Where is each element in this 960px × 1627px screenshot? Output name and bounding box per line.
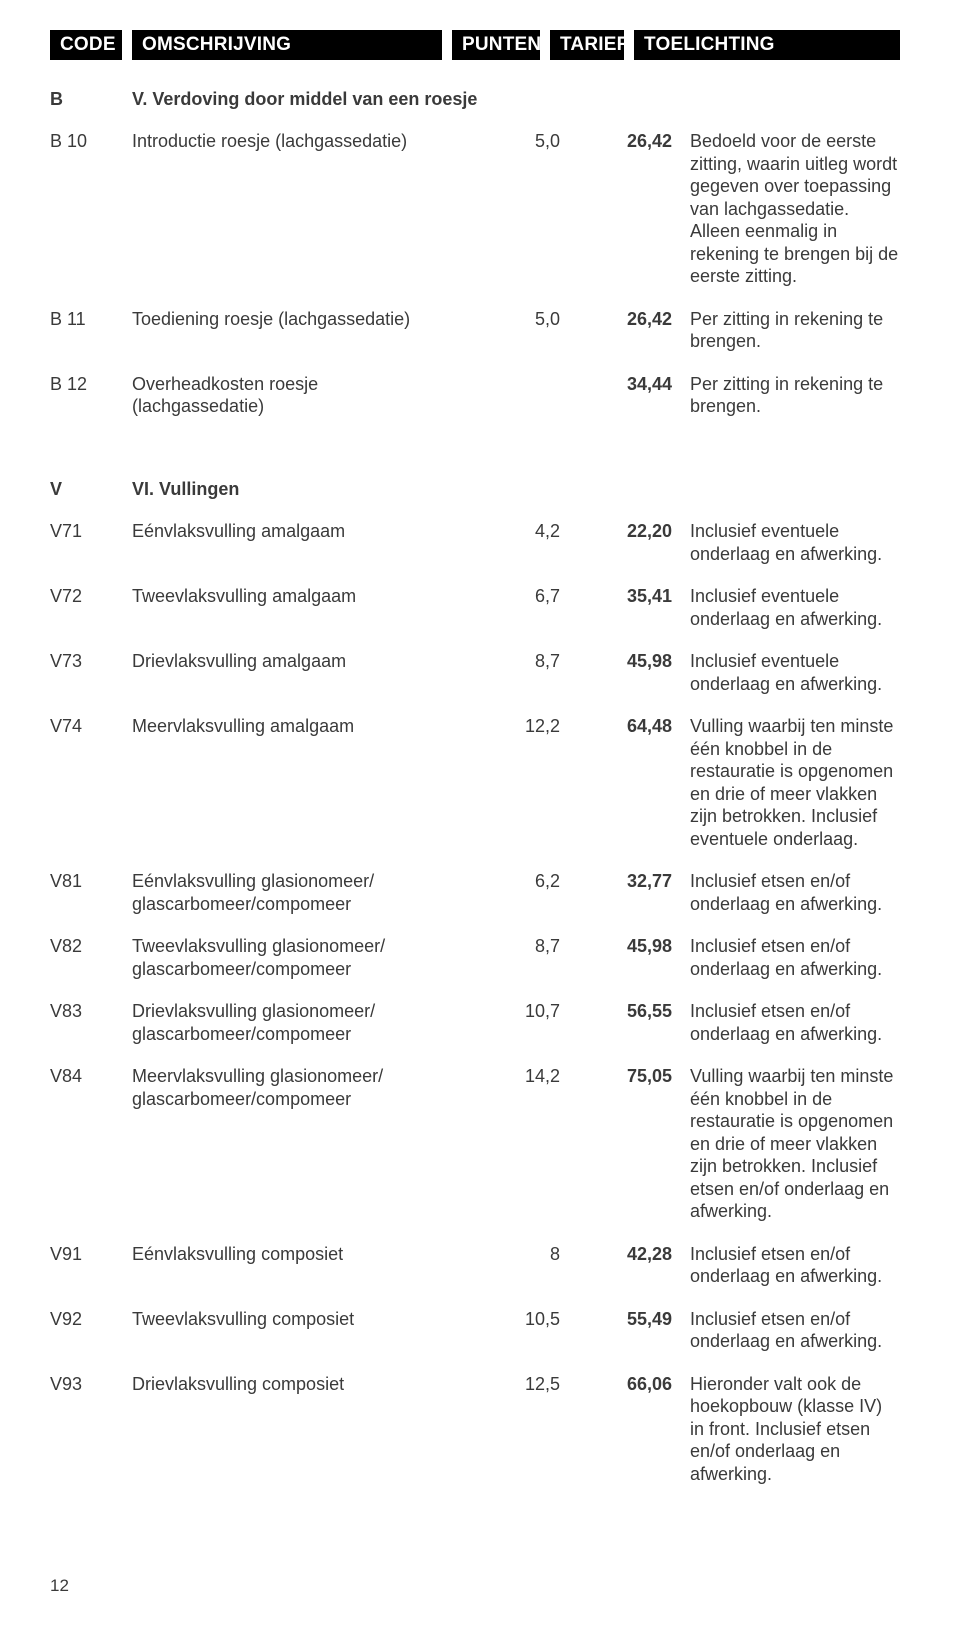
cell-tarief: 22,20 xyxy=(588,520,690,585)
cell-code: B 10 xyxy=(50,130,132,308)
cell-punten: 5,0 xyxy=(464,308,588,373)
cell-omschrijving: Tweevlaksvulling glasionomeer/ glascarbo… xyxy=(132,935,464,1000)
table-row: V72Tweevlaksvulling amalgaam6,735,41Incl… xyxy=(50,585,900,650)
table-row: V93Drievlaksvulling composiet12,566,06Hi… xyxy=(50,1373,900,1506)
section-code: V xyxy=(50,472,132,521)
cell-tarief: 34,44 xyxy=(588,373,690,438)
cell-punten: 4,2 xyxy=(464,520,588,585)
table-row: B 12Overheadkosten roesje (lachgassedati… xyxy=(50,373,900,438)
cell-punten: 12,2 xyxy=(464,715,588,870)
table-row: V82Tweevlaksvulling glasionomeer/ glasca… xyxy=(50,935,900,1000)
cell-punten: 6,2 xyxy=(464,870,588,935)
cell-tarief: 42,28 xyxy=(588,1243,690,1308)
cell-toelichting: Inclusief etsen en/of onderlaag en afwer… xyxy=(690,935,900,1000)
cell-omschrijving: Meervlaksvulling amalgaam xyxy=(132,715,464,870)
cell-code: V81 xyxy=(50,870,132,935)
header-toelichting: TOELICHTING xyxy=(634,30,900,60)
cell-toelichting: Bedoeld voor de eerste zitting, waarin u… xyxy=(690,130,900,308)
table-row: V84Meervlaksvulling glasionomeer/ glasca… xyxy=(50,1065,900,1243)
cell-omschrijving: Eénvlaksvulling amalgaam xyxy=(132,520,464,585)
cell-punten: 8 xyxy=(464,1243,588,1308)
cell-code: V84 xyxy=(50,1065,132,1243)
tariff-table: BV. Verdoving door middel van een roesje… xyxy=(50,82,900,1506)
header-punten: PUNTEN xyxy=(452,30,540,60)
header-tarief: TARIEF xyxy=(550,30,624,60)
section-row: BV. Verdoving door middel van een roesje xyxy=(50,82,900,131)
cell-punten: 10,7 xyxy=(464,1000,588,1065)
cell-code: V72 xyxy=(50,585,132,650)
cell-omschrijving: Introductie roesje (lachgassedatie) xyxy=(132,130,464,308)
cell-toelichting: Inclusief etsen en/of onderlaag en afwer… xyxy=(690,1000,900,1065)
cell-punten: 5,0 xyxy=(464,130,588,308)
cell-code: V71 xyxy=(50,520,132,585)
cell-toelichting: Inclusief eventuele onderlaag en afwerki… xyxy=(690,520,900,585)
cell-toelichting: Vulling waarbij ten minste één knobbel i… xyxy=(690,715,900,870)
table-row: V73Drievlaksvulling amalgaam8,745,98Incl… xyxy=(50,650,900,715)
cell-tarief: 45,98 xyxy=(588,650,690,715)
cell-punten: 14,2 xyxy=(464,1065,588,1243)
cell-omschrijving: Tweevlaksvulling amalgaam xyxy=(132,585,464,650)
cell-omschrijving: Tweevlaksvulling composiet xyxy=(132,1308,464,1373)
cell-code: B 11 xyxy=(50,308,132,373)
cell-tarief: 26,42 xyxy=(588,130,690,308)
cell-punten: 12,5 xyxy=(464,1373,588,1506)
table-row: V71Eénvlaksvulling amalgaam4,222,20Inclu… xyxy=(50,520,900,585)
cell-toelichting: Inclusief eventuele onderlaag en afwerki… xyxy=(690,650,900,715)
cell-punten xyxy=(464,373,588,438)
table-row: V92Tweevlaksvulling composiet10,555,49In… xyxy=(50,1308,900,1373)
cell-tarief: 66,06 xyxy=(588,1373,690,1506)
page-number: 12 xyxy=(50,1575,900,1596)
cell-code: V91 xyxy=(50,1243,132,1308)
cell-toelichting: Inclusief etsen en/of onderlaag en afwer… xyxy=(690,1243,900,1308)
cell-code: V73 xyxy=(50,650,132,715)
cell-code: B 12 xyxy=(50,373,132,438)
section-row: VVI. Vullingen xyxy=(50,472,900,521)
header-omschrijving: OMSCHRIJVING xyxy=(132,30,442,60)
cell-punten: 10,5 xyxy=(464,1308,588,1373)
cell-tarief: 45,98 xyxy=(588,935,690,1000)
cell-toelichting: Hieronder valt ook de hoekopbouw (klasse… xyxy=(690,1373,900,1506)
cell-toelichting: Per zitting in rekening te brengen. xyxy=(690,373,900,438)
cell-toelichting: Inclusief etsen en/of onderlaag en afwer… xyxy=(690,1308,900,1373)
table-row: B 11Toediening roesje (lachgassedatie)5,… xyxy=(50,308,900,373)
cell-tarief: 35,41 xyxy=(588,585,690,650)
header-code: CODE xyxy=(50,30,122,60)
cell-tarief: 64,48 xyxy=(588,715,690,870)
cell-code: V82 xyxy=(50,935,132,1000)
cell-toelichting: Vulling waarbij ten minste één knobbel i… xyxy=(690,1065,900,1243)
cell-tarief: 55,49 xyxy=(588,1308,690,1373)
cell-omschrijving: Meervlaksvulling glasionomeer/ glascarbo… xyxy=(132,1065,464,1243)
cell-code: V83 xyxy=(50,1000,132,1065)
cell-tarief: 32,77 xyxy=(588,870,690,935)
cell-toelichting: Inclusief eventuele onderlaag en afwerki… xyxy=(690,585,900,650)
cell-omschrijving: Drievlaksvulling composiet xyxy=(132,1373,464,1506)
section-title: VI. Vullingen xyxy=(132,472,900,521)
table-row: B 10Introductie roesje (lachgassedatie)5… xyxy=(50,130,900,308)
cell-omschrijving: Eénvlaksvulling glasionomeer/ glascarbom… xyxy=(132,870,464,935)
cell-toelichting: Per zitting in rekening te brengen. xyxy=(690,308,900,373)
cell-omschrijving: Overheadkosten roesje (lachgassedatie) xyxy=(132,373,464,438)
cell-omschrijving: Toediening roesje (lachgassedatie) xyxy=(132,308,464,373)
section-code: B xyxy=(50,82,132,131)
cell-tarief: 56,55 xyxy=(588,1000,690,1065)
cell-punten: 8,7 xyxy=(464,650,588,715)
table-row: V83Drievlaksvulling glasionomeer/ glasca… xyxy=(50,1000,900,1065)
cell-code: V93 xyxy=(50,1373,132,1506)
table-row: V74Meervlaksvulling amalgaam12,264,48Vul… xyxy=(50,715,900,870)
cell-omschrijving: Drievlaksvulling glasionomeer/ glascarbo… xyxy=(132,1000,464,1065)
cell-code: V74 xyxy=(50,715,132,870)
table-row: V81Eénvlaksvulling glasionomeer/ glascar… xyxy=(50,870,900,935)
cell-code: V92 xyxy=(50,1308,132,1373)
cell-toelichting: Inclusief etsen en/of onderlaag en afwer… xyxy=(690,870,900,935)
cell-punten: 6,7 xyxy=(464,585,588,650)
cell-tarief: 75,05 xyxy=(588,1065,690,1243)
column-headers: CODE OMSCHRIJVING PUNTEN TARIEF TOELICHT… xyxy=(50,30,900,60)
table-row: V91Eénvlaksvulling composiet842,28Inclus… xyxy=(50,1243,900,1308)
cell-omschrijving: Eénvlaksvulling composiet xyxy=(132,1243,464,1308)
cell-tarief: 26,42 xyxy=(588,308,690,373)
cell-punten: 8,7 xyxy=(464,935,588,1000)
section-title: V. Verdoving door middel van een roesje xyxy=(132,82,900,131)
cell-omschrijving: Drievlaksvulling amalgaam xyxy=(132,650,464,715)
